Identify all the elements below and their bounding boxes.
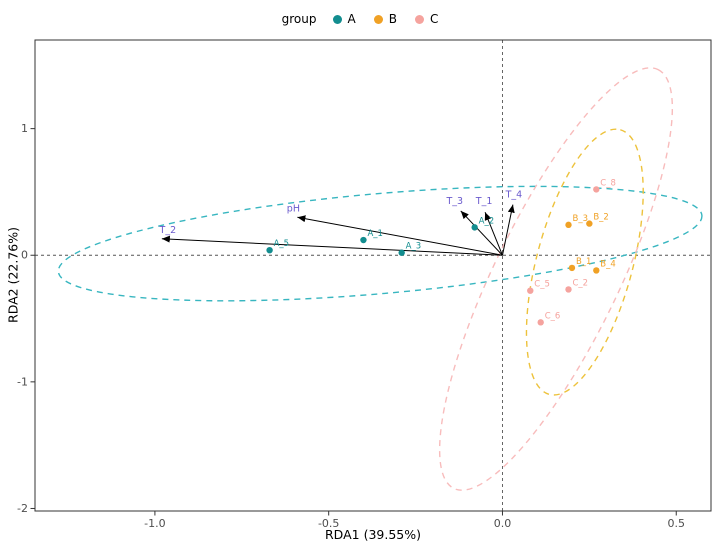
y-tick-label: -2 [17,502,28,515]
legend-items: A B C [332,12,439,26]
legend-item-A: A [332,12,356,26]
legend-item-C: C [414,12,439,26]
sample-point-C_6 [537,319,544,326]
env-arrow-T_1 [484,212,503,256]
sample-label-B_2: B_2 [593,213,609,223]
sample-point-C_5 [527,287,534,294]
legend-item-label: B [388,12,397,26]
env-arrow-pH [297,215,503,256]
sample-label-A_5: A_5 [274,239,289,249]
sample-point-B_1 [568,264,576,272]
legend-dot-icon [414,14,424,24]
sample-point-B_2 [586,220,593,227]
sample-label-B_1: B_1 [576,257,592,267]
env-arrow-label-T_1: T_1 [475,196,493,207]
sample-point-C_2 [565,286,572,293]
sample-point-A_1 [360,236,367,244]
panel-border [34,39,712,512]
sample-point-B_4 [593,267,600,274]
env-arrow-T_2 [161,235,503,256]
legend-dot-icon [332,14,342,24]
sample-point-C_8 [593,186,600,193]
sample-label-C_2: C_2 [573,278,589,288]
sample-point-B_3 [565,221,572,229]
x-tick-label: -0.5 [318,517,339,530]
x-axis-title: RDA1 (39.55%) [325,527,421,542]
legend-dot-icon [373,14,383,24]
sample-label-A_3: A_3 [406,242,421,252]
sample-label-C_5: C_5 [534,280,550,290]
sample-label-A_1: A_1 [367,229,382,239]
y-tick-label: 0 [21,249,28,262]
y-tick-label: 1 [21,122,28,135]
legend-item-label: A [347,12,356,26]
confidence-ellipse-A [57,185,703,302]
env-arrow-T_3 [460,210,503,256]
x-tick-label: 0.5 [667,517,685,530]
env-arrow-label-T_3: T_3 [445,196,463,207]
x-tick-label: -1.0 [144,517,165,530]
y-tick-label: -1 [17,375,28,388]
legend-item-B: B [373,12,397,26]
env-arrow-label-pH: pH [287,203,300,214]
sample-label-C_6: C_6 [545,311,561,321]
panel-background [35,40,711,511]
confidence-ellipse-C [438,67,674,491]
sample-point-A_5 [266,246,273,254]
sample-point-A_2 [471,224,478,231]
sample-point-A_3 [398,249,405,256]
env-arrow-label-T_4: T_4 [505,190,523,201]
y-axis-title: RDA2 (22.76%) [5,227,21,323]
sample-label-B_3: B_3 [573,214,589,224]
legend-item-label: C [429,12,439,26]
legend-title: group [281,12,317,26]
x-tick-label: 0.0 [494,517,512,530]
env-arrow-T_4 [501,204,515,256]
sample-label-B_4: B_4 [600,259,616,269]
env-arrow-label-T_2: T_2 [159,225,177,236]
sample-label-C_8: C_8 [600,178,616,188]
sample-label-A_2: A_2 [479,216,494,226]
legend: group A B C [0,12,720,26]
